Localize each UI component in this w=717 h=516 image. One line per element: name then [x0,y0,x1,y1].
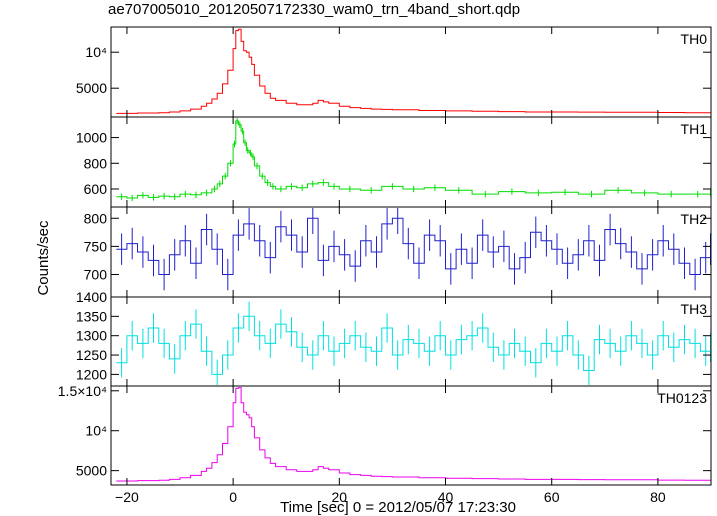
y-tick-label: 600 [84,181,108,197]
chart-title: ae707005010_20120507172330_wam0_trn_4ban… [108,1,520,18]
panel-th3: 1200 1250 1300 1350 1400 TH3 [76,289,712,387]
panel-frame [110,26,712,118]
y-tick-label: 1250 [76,347,107,363]
x-tick-label: 20 [332,489,348,505]
y-tick-label: 5000 [76,80,107,96]
panel-th0123: 5000 10⁴ 1.5×10⁴ TH0123 [58,383,712,486]
y-tick-label: 1300 [76,328,107,344]
y-tick-label: 1400 [76,289,107,305]
y-tick-label: 1350 [76,308,107,324]
panel-label: TH2 [681,211,708,227]
y-tick-label: 10⁴ [85,44,107,60]
x-tick-label: 80 [650,489,666,505]
y-tick-label: 1.5×10⁴ [58,383,107,399]
y-tick-label: 750 [84,238,108,254]
x-axis-label: Time [sec] 0 = 2012/05/07 17:23:30 [280,499,516,516]
series-line-th1 [116,120,712,199]
x-tick-label: −20 [115,489,139,505]
y-tick-label: 800 [84,210,108,226]
y-tick-label: 5000 [76,463,107,479]
series-line-th0 [116,28,711,114]
panel-label: TH0 [681,31,708,47]
y-tick-label: 1200 [76,366,107,382]
series-line-th3 [116,315,712,375]
panel-th2: 700 750 800 TH2 [84,206,712,298]
x-tick-label: 40 [438,489,454,505]
x-tick-label: 60 [544,489,560,505]
y-axis-label: Counts/sec [35,220,52,296]
series-line-th0123 [116,387,711,482]
panel-label: TH0123 [657,390,707,406]
y-tick-label: 800 [84,155,108,171]
y-tick-label: 700 [84,267,108,283]
panel-th0: 5000 10⁴ TH0 [76,26,712,118]
x-tick-label: 0 [229,489,237,505]
y-tick-label: 10⁴ [85,423,107,439]
series-line-th2 [116,217,712,275]
panel-label: TH1 [681,121,708,137]
x-axis: −20 0 20 40 60 80 [115,489,666,505]
panel-frame [110,385,712,486]
y-tick-label: 1000 [76,130,107,146]
panel-th1: 600 800 1000 TH1 [76,116,712,208]
panel-label: TH3 [681,301,708,317]
